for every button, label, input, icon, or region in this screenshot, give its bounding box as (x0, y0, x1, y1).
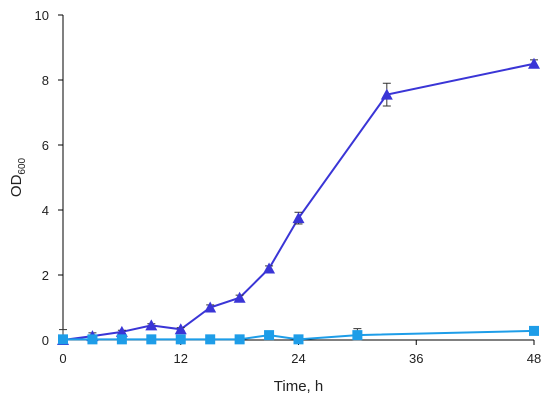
y-tick-label: 2 (42, 268, 49, 283)
data-point (234, 334, 245, 345)
y-tick-label: 8 (42, 73, 49, 88)
data-point (87, 334, 98, 345)
x-tick-label: 48 (527, 351, 541, 366)
x-tick-label: 0 (59, 351, 66, 366)
data-point (115, 325, 128, 337)
series-1 (57, 57, 540, 345)
data-point (380, 88, 393, 100)
data-point (174, 323, 187, 335)
y-tick-label: 6 (42, 138, 49, 153)
y-tick-label: 10 (35, 8, 49, 23)
x-tick-label: 12 (174, 351, 188, 366)
data-point (205, 334, 216, 345)
data-point (145, 319, 158, 331)
y-axis-title: OD600 (8, 157, 28, 197)
data-point (293, 334, 304, 345)
x-tick-label: 36 (409, 351, 423, 366)
data-point (352, 330, 363, 341)
data-point (264, 330, 275, 341)
data-point (116, 334, 127, 345)
series-layer (57, 57, 540, 345)
data-point (146, 334, 157, 345)
series-line (62, 62, 535, 341)
data-point (292, 212, 305, 224)
x-tick-label: 24 (291, 351, 305, 366)
data-point (175, 334, 186, 345)
data-point (58, 334, 68, 345)
data-point (233, 291, 246, 303)
series-2 (58, 325, 539, 345)
y-tick-label: 0 (42, 333, 49, 348)
data-point (204, 301, 217, 313)
y-axis-title-main: OD (8, 174, 25, 197)
data-point (528, 57, 540, 69)
x-axis-title: Time, h (274, 378, 323, 395)
data-point (529, 325, 539, 336)
y-axis-title-subscript: 600 (17, 157, 28, 174)
data-point (263, 262, 276, 274)
y-tick-label: 4 (42, 203, 49, 218)
